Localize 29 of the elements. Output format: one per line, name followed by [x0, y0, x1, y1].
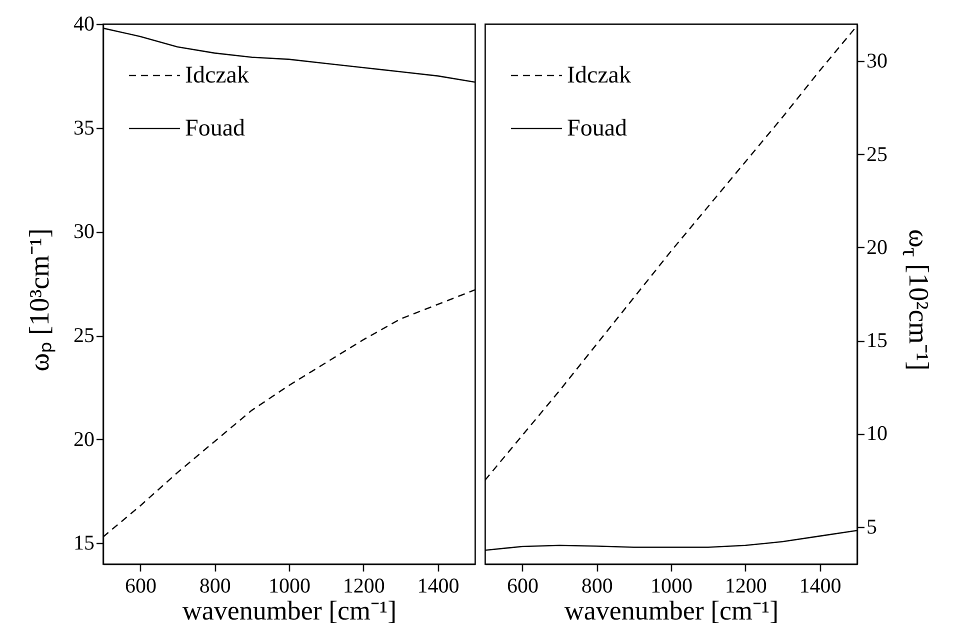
x-tick-label: 1200 — [342, 574, 385, 598]
x-axis-title: wavenumber [cm⁻¹] — [182, 596, 397, 623]
x-tick-label: 1400 — [417, 574, 460, 598]
legend-label: Fouad — [567, 116, 627, 142]
x-tick-label: 800 — [199, 574, 231, 598]
x-tick-label: 800 — [581, 574, 613, 598]
x-tick-label: 1000 — [268, 574, 310, 598]
y2-tick-label: 20 — [866, 234, 888, 259]
y-tick-label: 40 — [74, 12, 94, 36]
x-tick-label: 1000 — [650, 574, 692, 598]
legend-label: Idczak — [567, 62, 631, 88]
legend-label: Fouad — [185, 116, 245, 142]
y2-tick-label: 25 — [866, 142, 888, 166]
x-tick-label: 1400 — [799, 574, 842, 598]
legend-label: Idczak — [185, 62, 249, 88]
y-tick-label: 25 — [74, 323, 94, 348]
y-tick-label: 30 — [74, 219, 94, 244]
y-tick-label: 20 — [74, 426, 94, 451]
x-tick-label: 1200 — [724, 574, 767, 598]
x-axis-title: wavenumber [cm⁻¹] — [564, 596, 779, 623]
x-tick-label: 600 — [124, 574, 156, 598]
y-tick-label: 15 — [74, 530, 94, 555]
y-axis-title: ωₚ [10³cm⁻¹] — [24, 228, 57, 372]
y2-tick-label: 30 — [866, 48, 888, 73]
y-tick-label: 35 — [74, 115, 94, 140]
x-tick-label: 600 — [506, 574, 538, 598]
y2-tick-label: 5 — [866, 514, 877, 538]
y2-tick-label: 15 — [866, 328, 888, 352]
y2-tick-label: 10 — [866, 421, 888, 446]
